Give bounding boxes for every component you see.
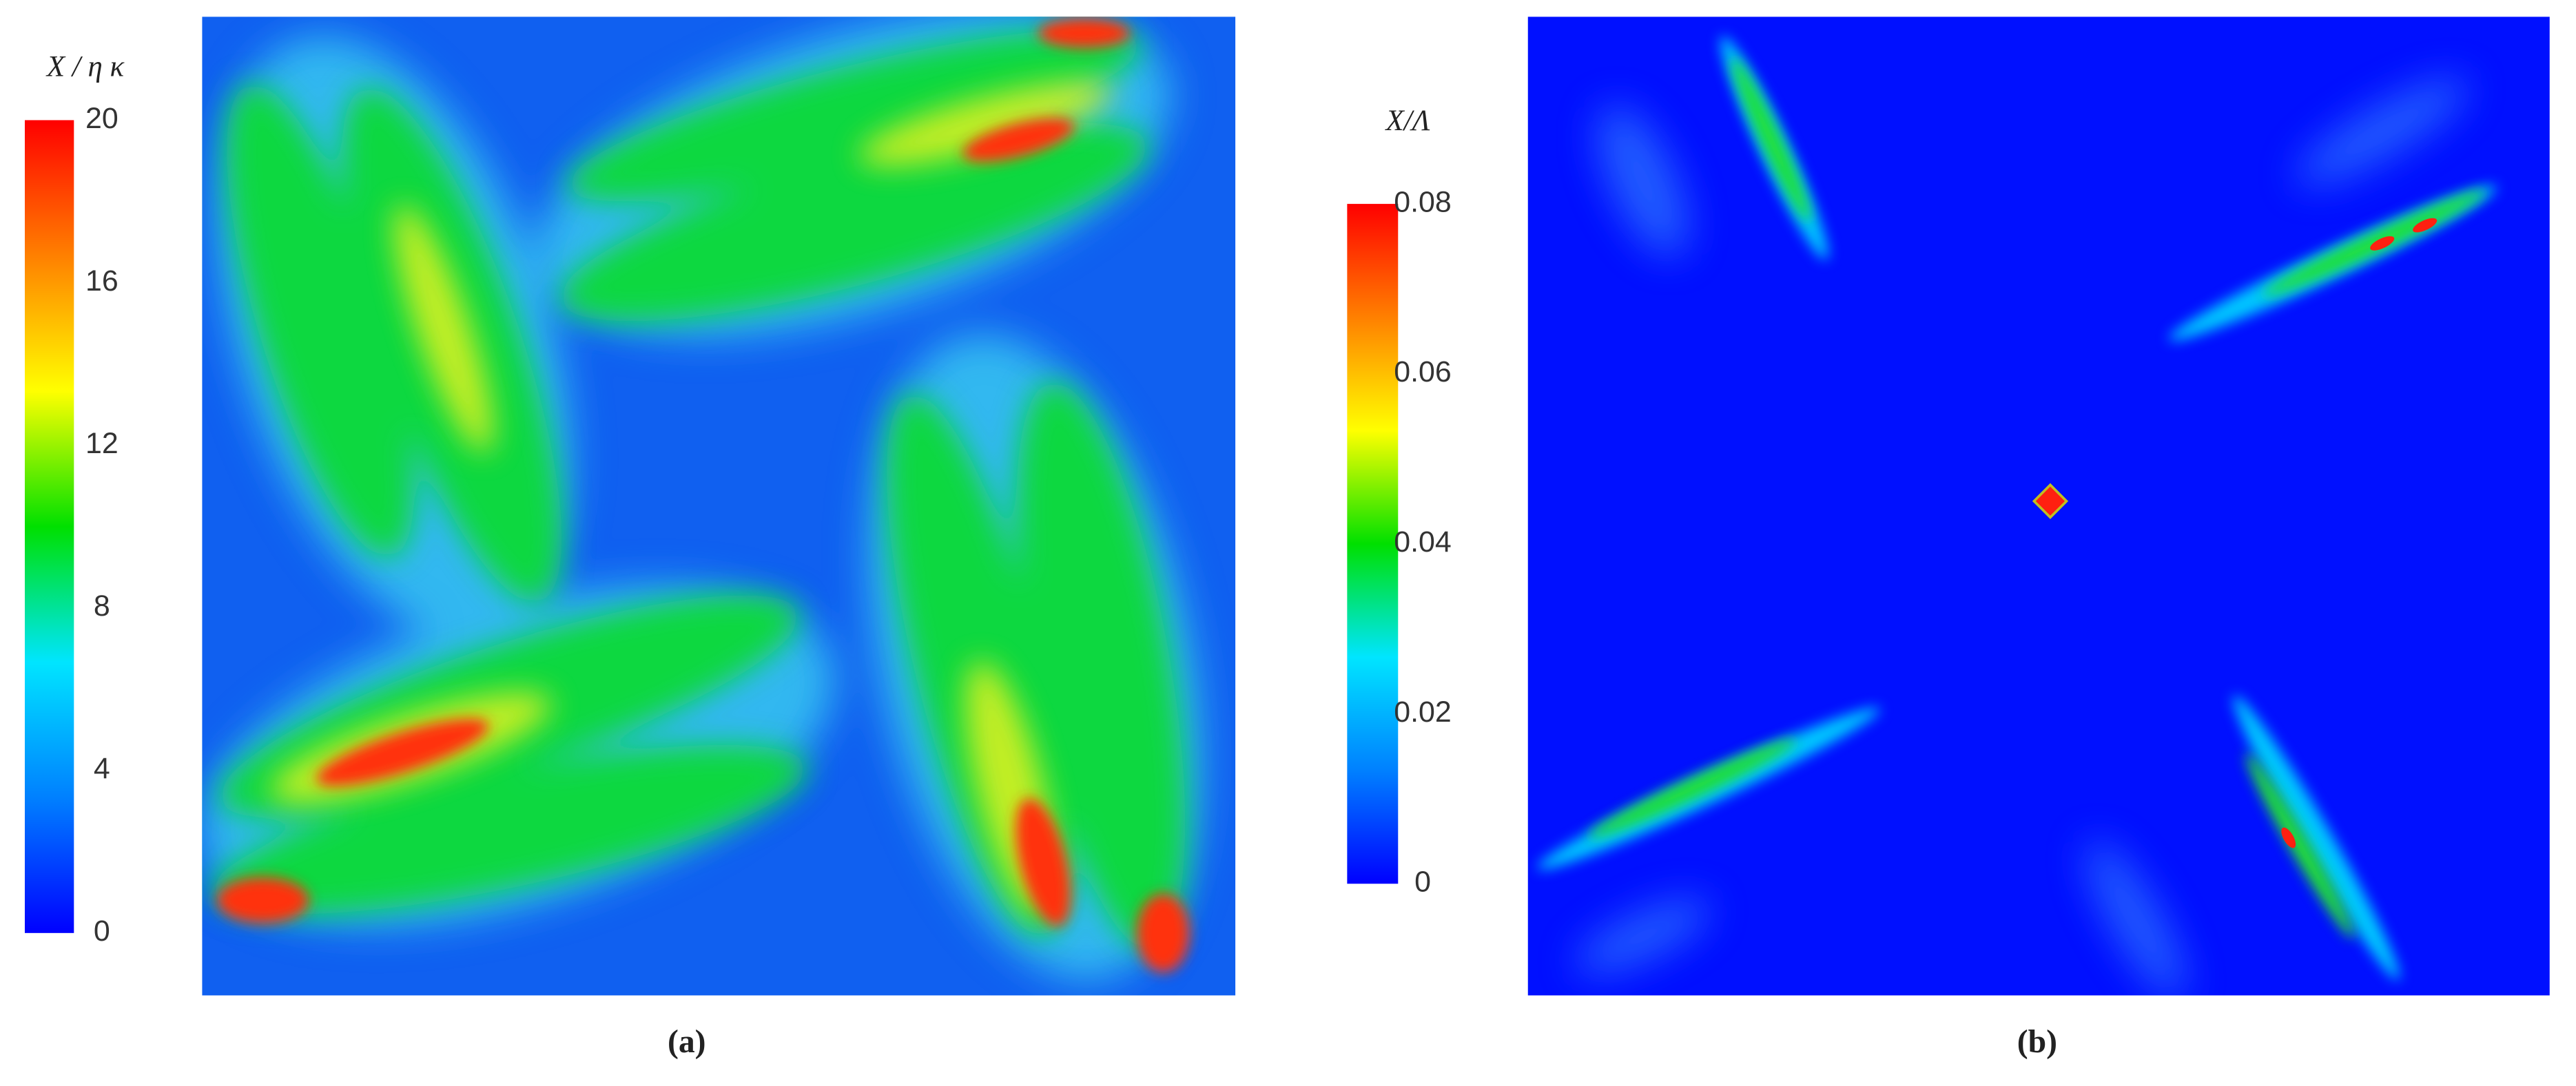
colorbar-tick-label: 0.08 xyxy=(1394,185,1452,218)
heatmap-a xyxy=(202,17,1236,996)
heatmap-b xyxy=(1527,17,2550,996)
colorbar xyxy=(1347,204,1399,884)
colorbar-tick-label: 0.02 xyxy=(1394,696,1452,729)
colorbar-tick-label: 16 xyxy=(85,264,119,297)
colorbar-label: X/Λ xyxy=(1385,105,1430,137)
colorbar-label: X / η κ xyxy=(45,50,125,83)
colorbar-tick-label: 0.04 xyxy=(1394,525,1452,558)
colorbar-tick-label: 4 xyxy=(94,752,110,785)
colorbar-tick-label: 0 xyxy=(94,915,110,948)
colorbar-tick-label: 8 xyxy=(94,589,110,623)
colorbar-tick-label: 12 xyxy=(85,427,119,460)
colorbar xyxy=(24,120,74,933)
colorbar-tick-label: 0.06 xyxy=(1394,355,1452,388)
caption: (b) xyxy=(2017,1024,2057,1060)
colorbar-tick-label: 20 xyxy=(85,102,119,135)
caption: (a) xyxy=(668,1024,706,1060)
colorbar-tick-label: 0 xyxy=(1414,866,1431,899)
